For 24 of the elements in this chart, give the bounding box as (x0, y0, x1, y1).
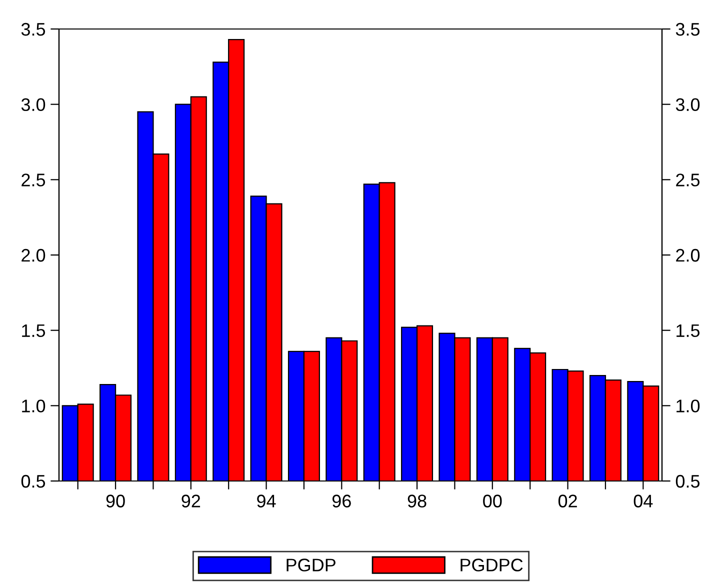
x-tick-label: 94 (257, 494, 276, 508)
y2-tick-label: 3.0 (676, 98, 700, 112)
legend-label: PGDPC (460, 558, 523, 572)
y-tick-label: 3.0 (21, 98, 46, 112)
y2-tick-label: 0.5 (676, 474, 700, 488)
x-tick-label: 92 (182, 494, 200, 508)
legend-label: PGDP (286, 558, 336, 572)
x-tick-label: 90 (106, 494, 125, 508)
y-tick-label: 1.5 (22, 324, 46, 338)
x-tick-label: 00 (483, 494, 502, 508)
x-tick-label: 98 (408, 494, 426, 508)
y-tick-label: 3.5 (21, 22, 46, 36)
y2-tick-label: 1.5 (676, 324, 700, 338)
x-tick-label: 96 (332, 494, 351, 508)
y-tick-label: 1.0 (22, 400, 46, 412)
y-tick-label: 0.5 (21, 474, 46, 488)
x-tick-label: 02 (558, 494, 577, 508)
y-tick-label: 2.5 (22, 174, 46, 186)
y2-tick-label: 2.0 (676, 248, 700, 262)
y-tick-label: 2.0 (22, 248, 46, 262)
x-tick-label: 04 (634, 494, 653, 508)
y2-tick-label: 3.5 (676, 22, 700, 36)
y2-tick-label: 2.5 (676, 174, 700, 186)
y2-tick-label: 1.0 (676, 400, 700, 412)
